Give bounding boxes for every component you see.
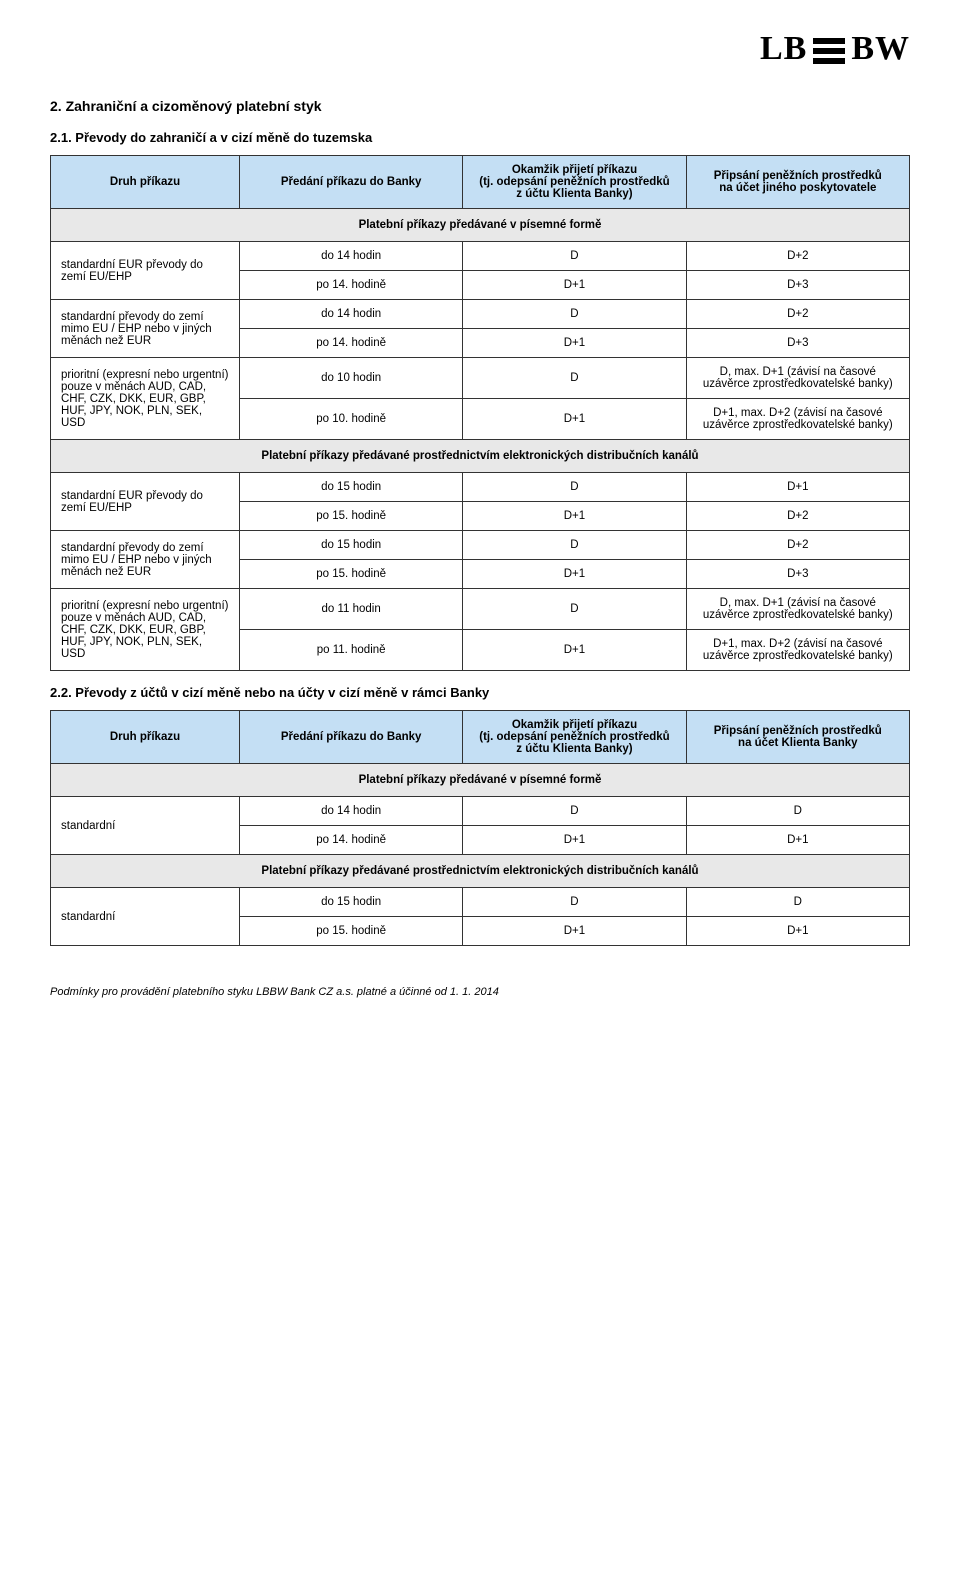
table-row: standardní převody do zemí mimo EU / EHP… [51, 300, 910, 329]
cell: do 15 hodin [239, 473, 462, 502]
cell: do 10 hodin [239, 358, 462, 399]
row-label-prioritni: prioritní (expresní nebo urgentní) pouze… [51, 589, 240, 671]
cell: D+2 [686, 531, 909, 560]
table-row: standardní EUR převody do zemí EU/EHP do… [51, 473, 910, 502]
cell: do 14 hodin [239, 242, 462, 271]
cell: D+3 [686, 560, 909, 589]
cell: po 14. hodině [239, 329, 462, 358]
cell: D+1 [686, 826, 909, 855]
row-label-standardni: standardní [51, 888, 240, 946]
cell: D+1 [463, 502, 686, 531]
col-predani: Předání příkazu do Banky [239, 711, 462, 764]
cell: D+3 [686, 271, 909, 300]
cell: D+1 [463, 329, 686, 358]
row-label-prioritni: prioritní (expresní nebo urgentní) pouze… [51, 358, 240, 440]
row-label-std-mimo: standardní převody do zemí mimo EU / EHP… [51, 300, 240, 358]
cell: po 11. hodině [239, 630, 462, 671]
cell: D [686, 797, 909, 826]
col-pripsani-banka: Připsání peněžních prostředků na účet Kl… [686, 711, 909, 764]
table-row: standardní do 14 hodin D D [51, 797, 910, 826]
cell: D [463, 797, 686, 826]
logo-left: LB [760, 30, 807, 67]
table-2-1: Druh příkazu Předání příkazu do Banky Ok… [50, 155, 910, 671]
cell: po 14. hodině [239, 826, 462, 855]
banner-pisemne: Platební příkazy předávané v písemné for… [51, 764, 910, 797]
table-header-row: Druh příkazu Předání příkazu do Banky Ok… [51, 711, 910, 764]
section-title: 2. Zahraniční a cizoměnový platební styk [50, 98, 910, 114]
row-label-std-mimo: standardní převody do zemí mimo EU / EHP… [51, 531, 240, 589]
table-row: standardní do 15 hodin D D [51, 888, 910, 917]
logo-bars-icon [813, 34, 845, 68]
cell: D+1 [463, 399, 686, 440]
row-label-std-eur: standardní EUR převody do zemí EU/EHP [51, 242, 240, 300]
cell: po 15. hodině [239, 502, 462, 531]
banner-elektronicky: Platební příkazy předávané prostřednictv… [51, 855, 910, 888]
footer-text: Podmínky pro provádění platebního styku … [50, 986, 910, 998]
cell: D+1 [686, 917, 909, 946]
cell: do 15 hodin [239, 888, 462, 917]
table-header-row: Druh příkazu Předání příkazu do Banky Ok… [51, 156, 910, 209]
cell: po 15. hodině [239, 917, 462, 946]
row-label-standardni: standardní [51, 797, 240, 855]
table-row: standardní EUR převody do zemí EU/EHP do… [51, 242, 910, 271]
cell: do 14 hodin [239, 300, 462, 329]
banner-pisemne: Platební příkazy předávané v písemné for… [51, 209, 910, 242]
cell: D+1, max. D+2 (závisí na časové uzávěrce… [686, 399, 909, 440]
cell: D, max. D+1 (závisí na časové uzávěrce z… [686, 589, 909, 630]
col-pripsani-jiny: Připsání peněžních prostředků na účet ji… [686, 156, 909, 209]
cell: do 11 hodin [239, 589, 462, 630]
col-okamzik: Okamžik přijetí příkazu (tj. odepsání pe… [463, 156, 686, 209]
cell: D+1 [463, 560, 686, 589]
cell: D+1 [463, 271, 686, 300]
lbbw-logo: LB BW [50, 30, 910, 68]
cell: D+1 [463, 826, 686, 855]
cell: po 15. hodině [239, 560, 462, 589]
cell: D [463, 242, 686, 271]
cell: D [463, 589, 686, 630]
cell: D+1 [463, 630, 686, 671]
cell: D [686, 888, 909, 917]
cell: po 14. hodině [239, 271, 462, 300]
cell: do 14 hodin [239, 797, 462, 826]
subsection-2-2-title: 2.2. Převody z účtů v cizí měně nebo na … [50, 685, 910, 700]
subsection-2-1-title: 2.1. Převody do zahraničí a v cizí měně … [50, 130, 910, 145]
cell: D+1 [686, 473, 909, 502]
col-druh: Druh příkazu [51, 156, 240, 209]
cell: D+2 [686, 502, 909, 531]
cell: D, max. D+1 (závisí na časové uzávěrce z… [686, 358, 909, 399]
cell: D [463, 888, 686, 917]
cell: D [463, 531, 686, 560]
table-row: prioritní (expresní nebo urgentní) pouze… [51, 358, 910, 399]
col-predani: Předání příkazu do Banky [239, 156, 462, 209]
col-druh: Druh příkazu [51, 711, 240, 764]
row-label-std-eur: standardní EUR převody do zemí EU/EHP [51, 473, 240, 531]
cell: do 15 hodin [239, 531, 462, 560]
cell: po 10. hodině [239, 399, 462, 440]
table-2-2: Druh příkazu Předání příkazu do Banky Ok… [50, 710, 910, 946]
cell: D+1 [463, 917, 686, 946]
banner-elektronicky: Platební příkazy předávané prostřednictv… [51, 440, 910, 473]
cell: D+3 [686, 329, 909, 358]
table-row: standardní převody do zemí mimo EU / EHP… [51, 531, 910, 560]
cell: D+1, max. D+2 (závisí na časové uzávěrce… [686, 630, 909, 671]
logo-right: BW [851, 30, 910, 67]
table-row: prioritní (expresní nebo urgentní) pouze… [51, 589, 910, 630]
cell: D [463, 473, 686, 502]
cell: D [463, 358, 686, 399]
cell: D [463, 300, 686, 329]
cell: D+2 [686, 300, 909, 329]
cell: D+2 [686, 242, 909, 271]
col-okamzik: Okamžik přijetí příkazu (tj. odepsání pe… [463, 711, 686, 764]
